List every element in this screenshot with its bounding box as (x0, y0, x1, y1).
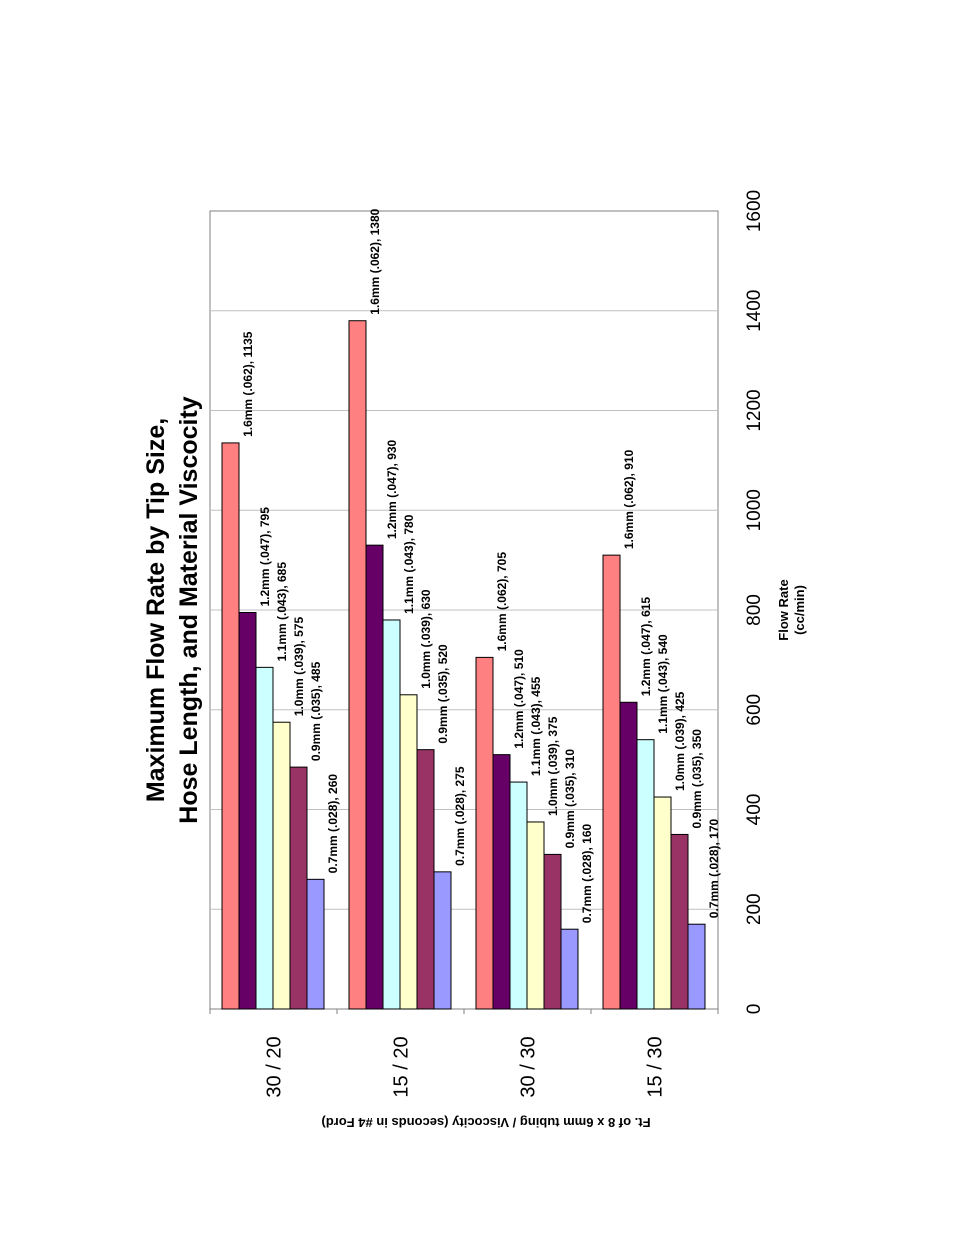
data-label: 1.0mm (.039), 375 (546, 716, 560, 816)
data-label: 1.0mm (.039), 575 (292, 617, 306, 717)
data-label: 1.0mm (.039), 630 (419, 589, 433, 689)
bars (221, 320, 706, 1010)
data-label: 1.0mm (.039), 425 (673, 691, 687, 791)
data-label: 1.1mm (.043), 540 (656, 634, 670, 734)
bar-1-2 (238, 611, 257, 1010)
data-label: 0.9mm (.035), 485 (309, 661, 323, 761)
value-tick-label: 600 (744, 694, 765, 726)
value-axis-ticks: 0 200 400 600 800 1000 1200 1400 1600 (744, 190, 765, 1014)
value-tick-label: 1400 (744, 290, 765, 332)
bar-1-3 (255, 666, 274, 1010)
category-label: 30 / 30 (518, 1036, 540, 1097)
bar-1-4 (272, 721, 291, 1010)
data-label: 1.2mm (.047), 510 (512, 649, 526, 749)
data-label: 1.6mm (.062), 1135 (241, 331, 255, 437)
data-label: 1.6mm (.062), 1380 (368, 208, 382, 314)
value-tick-label: 800 (744, 594, 765, 626)
bar-2-6 (433, 871, 452, 1010)
data-label: 1.1mm (.043), 780 (402, 514, 416, 614)
chart-title-line-2: Hose Length, and Material Viscocity (175, 396, 203, 824)
bar-4-3 (636, 739, 655, 1010)
value-tick-label: 1600 (744, 190, 765, 232)
bar-2-5 (416, 749, 435, 1010)
category-labels: 30 / 20 15 / 20 30 / 30 15 / 30 (264, 1036, 667, 1097)
data-label: 0.9mm (.035), 350 (690, 729, 704, 829)
data-label: 1.1mm (.043), 455 (529, 676, 543, 776)
bar-4-4 (653, 796, 672, 1010)
bar-3-4 (526, 821, 545, 1010)
bar-1-6 (306, 878, 325, 1010)
data-label: 1.2mm (.047), 930 (385, 439, 399, 539)
data-label: 0.9mm (.035), 520 (436, 644, 450, 744)
data-label: 1.1mm (.043), 685 (275, 562, 289, 662)
chart-title-line-1: Maximum Flow Rate by Tip Size, (142, 418, 170, 802)
data-label: 0.9mm (.035), 310 (563, 749, 577, 849)
bar-3-2 (492, 754, 511, 1010)
bar-4-1 (602, 554, 621, 1010)
data-label: 1.6mm (.062), 910 (622, 449, 636, 549)
value-tick-label: 200 (744, 893, 765, 925)
value-tick-label: 0 (744, 1004, 765, 1015)
data-label: 1.6mm (.062), 705 (495, 552, 509, 652)
value-tick-label: 1200 (744, 389, 765, 431)
data-label: 1.2mm (.047), 795 (258, 507, 272, 607)
category-label: 15 / 20 (391, 1036, 413, 1097)
bar-3-5 (543, 853, 562, 1010)
data-label: 0.7mm (.028), 260 (326, 774, 340, 874)
bar-1-1 (221, 442, 240, 1010)
data-label: 0.7mm (.028), 160 (580, 823, 594, 923)
bar-2-3 (382, 619, 401, 1010)
y-axis-label: Ft. of 8 x 6mm tubing / Viscocity (secon… (321, 1115, 650, 1130)
bar-4-5 (670, 833, 689, 1010)
bar-4-2 (619, 701, 638, 1010)
category-label: 30 / 20 (264, 1036, 286, 1097)
value-tick-label: 1000 (744, 489, 765, 531)
bar-1-5 (289, 766, 308, 1010)
bar-4-6 (687, 923, 706, 1010)
x-axis-label-line-2: (cc/min) (792, 585, 807, 635)
bar-3-1 (475, 656, 494, 1010)
bar-3-6 (560, 928, 579, 1010)
bar-2-1 (348, 320, 367, 1010)
data-label: 0.7mm (.028), 170 (707, 818, 721, 918)
data-label: 1.2mm (.047), 615 (639, 597, 653, 697)
category-ticks (209, 1009, 719, 1014)
bar-3-3 (509, 781, 528, 1010)
value-tick-label: 400 (744, 794, 765, 826)
category-label: 15 / 30 (645, 1036, 667, 1097)
bar-2-4 (399, 694, 418, 1010)
bar-2-2 (365, 544, 384, 1010)
x-axis-label-line-1: Flow Rate (776, 579, 791, 640)
data-label: 0.7mm (.028), 275 (453, 766, 467, 866)
